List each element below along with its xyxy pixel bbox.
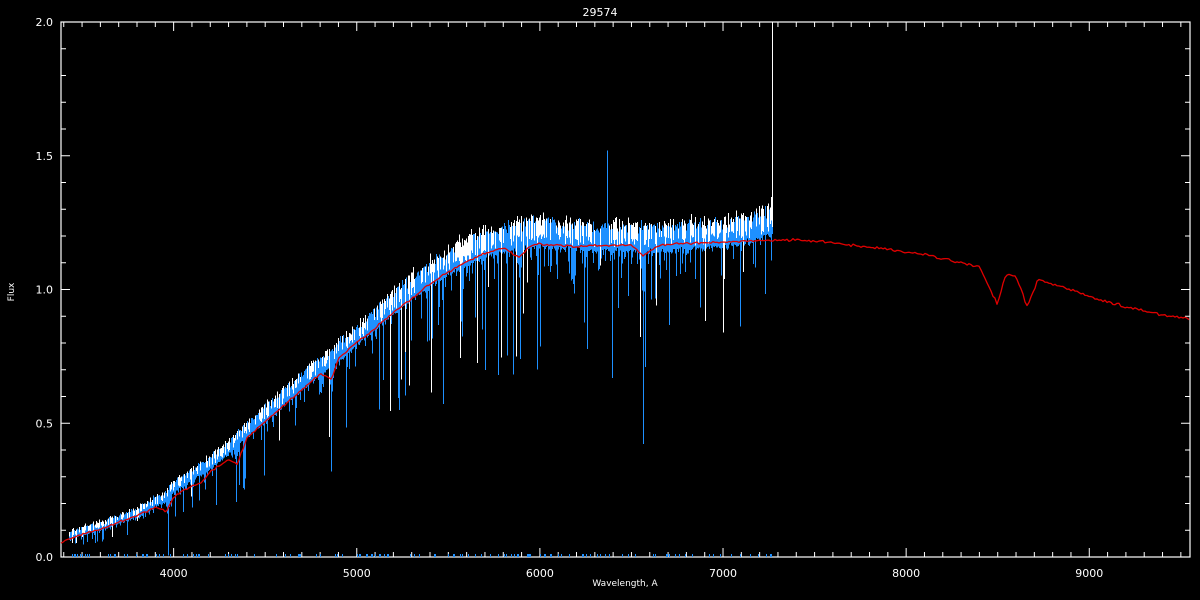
x-tick-label: 8000 <box>892 567 920 580</box>
x-tick-label: 5000 <box>343 567 371 580</box>
y-tick-label: 1.5 <box>36 150 54 163</box>
y-tick-label: 1.0 <box>36 284 54 297</box>
red-model-trace <box>60 238 1190 544</box>
series-model-red <box>60 238 1190 544</box>
axis-ticks <box>61 21 1190 558</box>
x-tick-label: 9000 <box>1075 567 1103 580</box>
y-tick-label: 2.0 <box>36 16 54 29</box>
x-tick-label: 4000 <box>160 567 188 580</box>
white-spectrum-trace <box>69 22 773 544</box>
y-tick-label: 0.5 <box>36 417 54 430</box>
series-observed-white <box>69 22 773 544</box>
x-tick-label: 7000 <box>709 567 737 580</box>
axis-tick-labels: 4000 5000 6000 7000 8000 9000 0.0 0.5 1.0 1.5 2.0 <box>36 16 1104 580</box>
y-tick-label: 0.0 <box>36 551 54 564</box>
blue-baseline-noise <box>72 553 772 557</box>
x-tick-label: 6000 <box>526 567 554 580</box>
